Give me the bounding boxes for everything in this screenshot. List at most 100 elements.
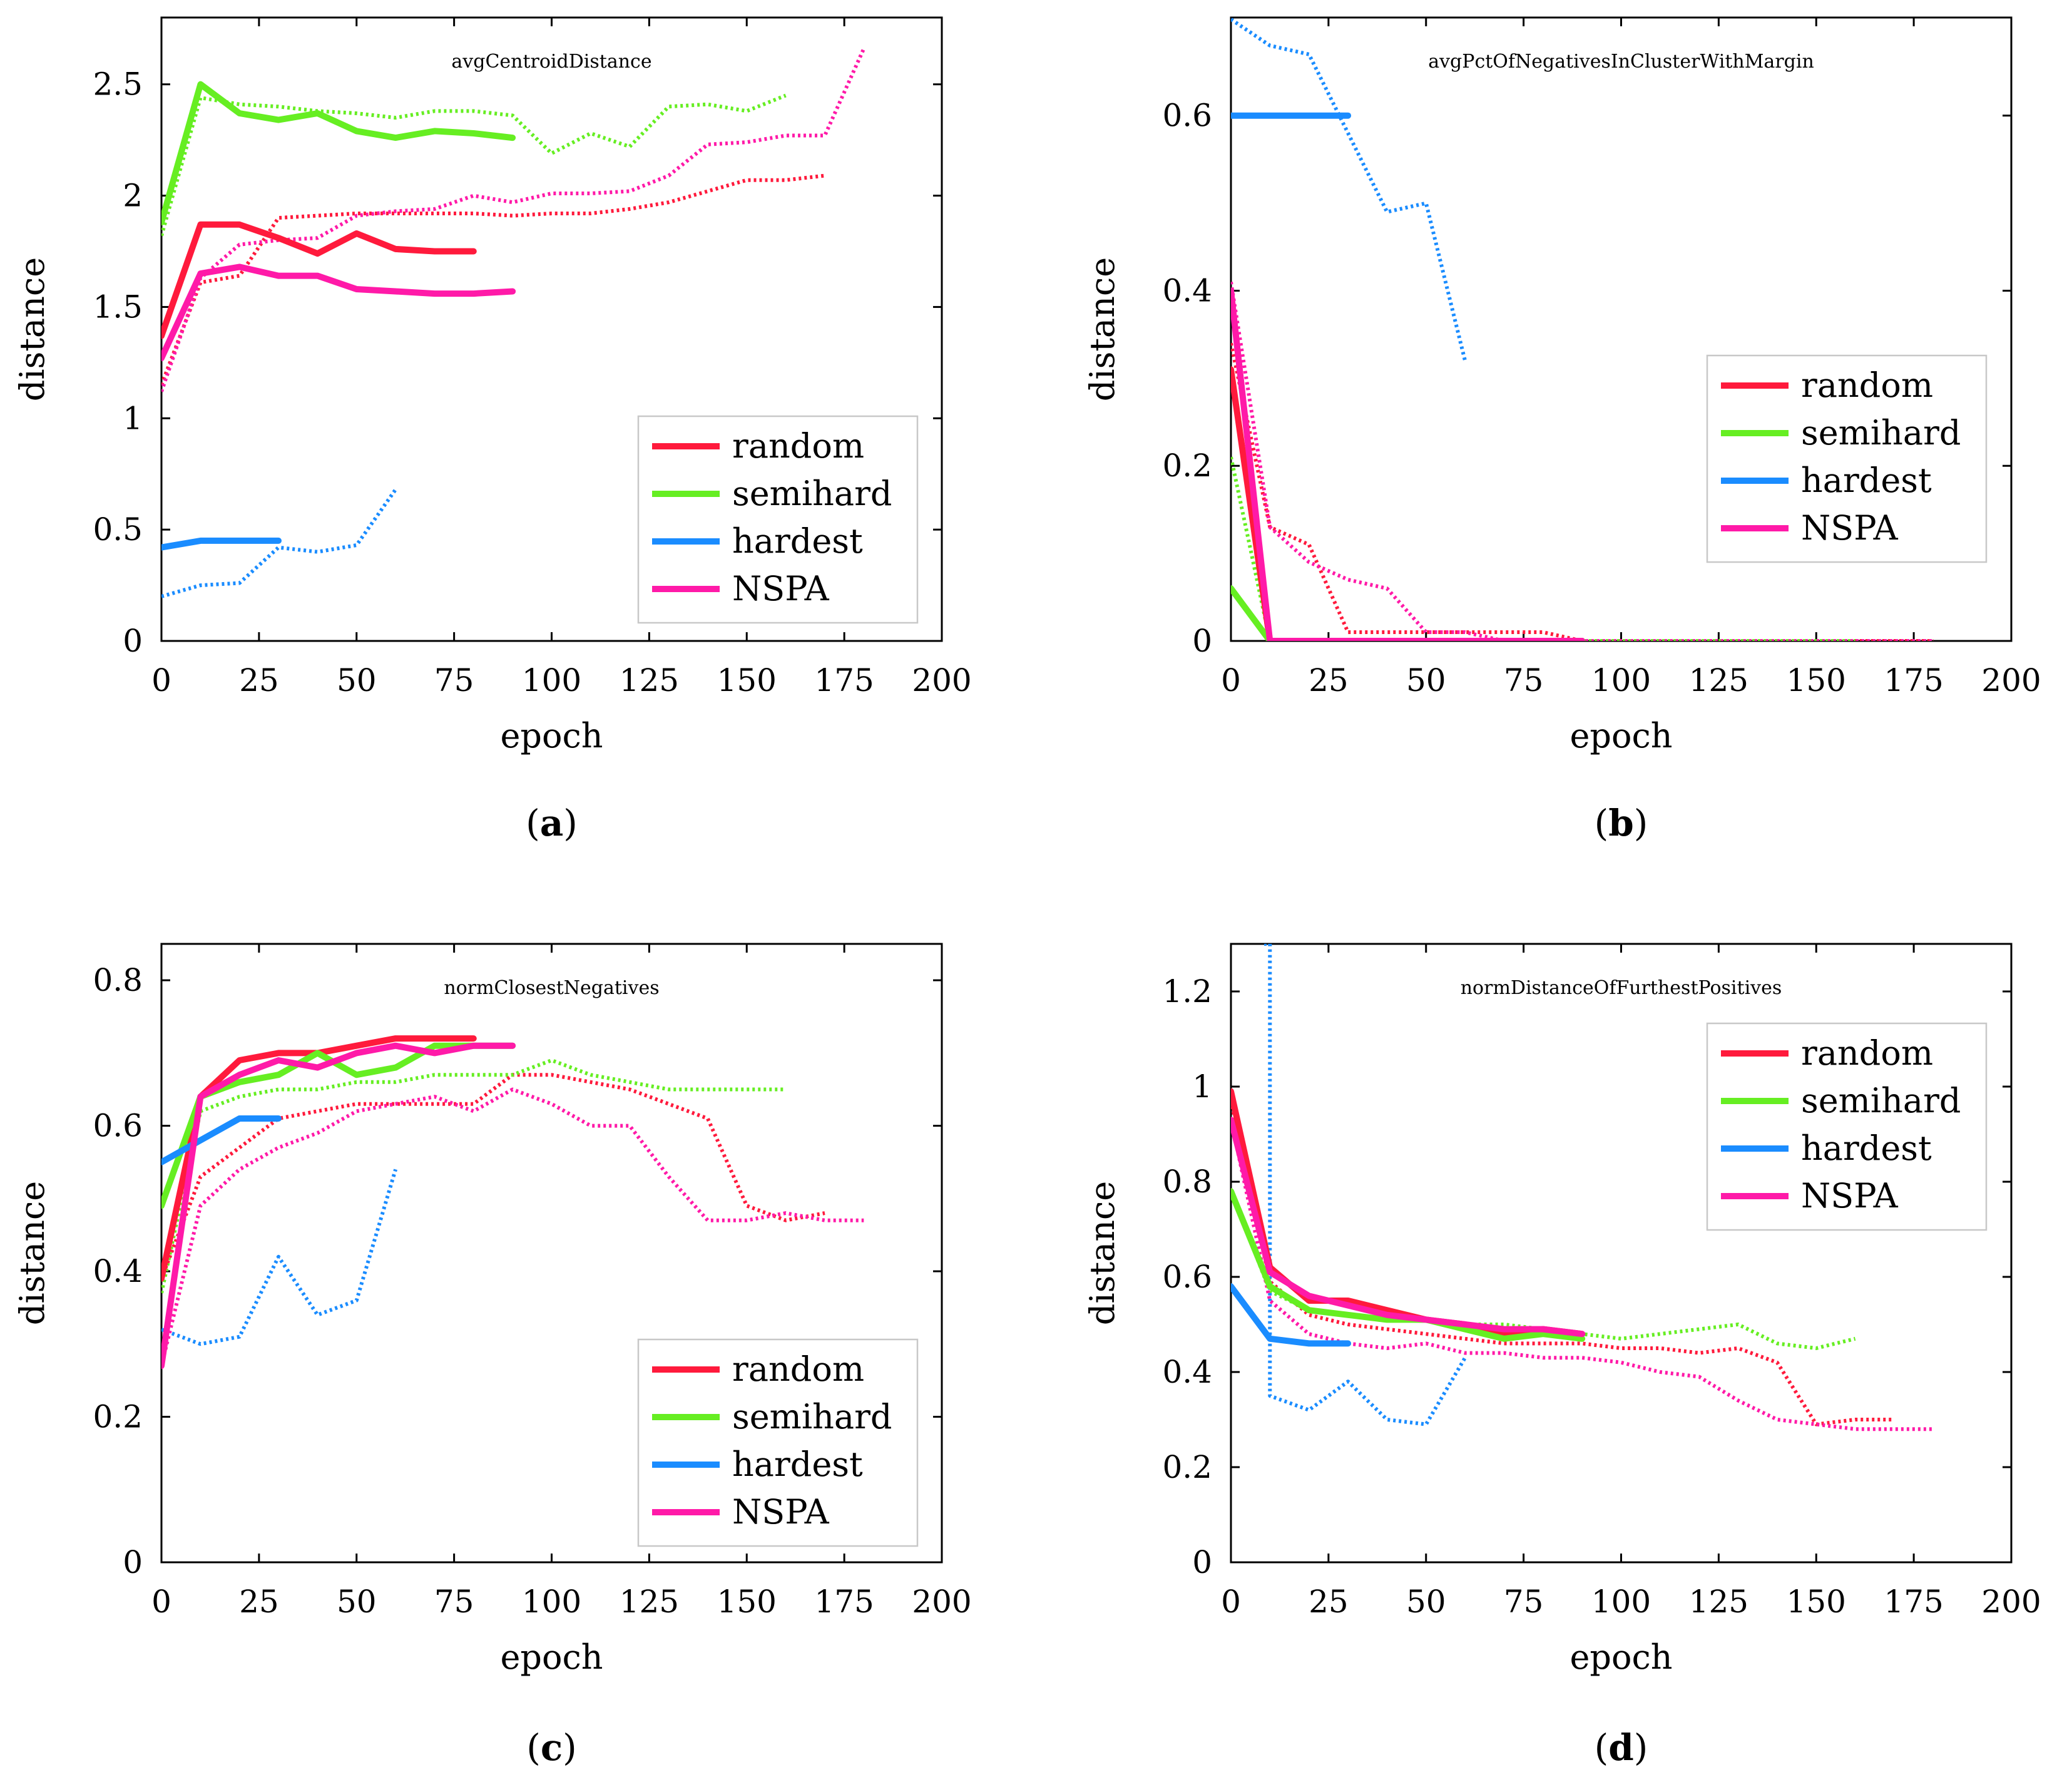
legend-label-NSPA: NSPA — [1801, 508, 1899, 548]
x-tick-label: 50 — [1406, 1584, 1446, 1620]
y-tick-label: 2 — [123, 178, 143, 214]
x-tick-label: 200 — [912, 662, 971, 699]
series-line-hardest-solid — [161, 537, 282, 551]
x-tick-label: 175 — [814, 662, 874, 699]
series-line-semihard-dotted — [161, 93, 787, 237]
y-tick-label: 0.4 — [93, 1253, 143, 1289]
y-tick-label: 1 — [123, 400, 143, 436]
panel-a: 0 25 50 75 100 125 150 175 200 0 0.5 1 1.5 2 2.5 epoch d… — [13, 16, 972, 844]
chart-title: avgPctOfNegativesInClusterWithMargin — [1428, 51, 1814, 73]
y-tick-label: 0.4 — [1162, 272, 1212, 309]
caption-letter: d — [1608, 1726, 1634, 1769]
panel-caption: (d) — [1595, 1726, 1648, 1769]
x-tick-label: 150 — [1787, 1584, 1846, 1620]
series-line-NSPA-solid — [161, 1042, 516, 1370]
y-tick-label: 1.2 — [1162, 973, 1212, 1010]
series-line-NSPA-solid — [1231, 287, 1586, 641]
series-line-NSPA-solid — [161, 264, 516, 362]
y-tick-label: 0.8 — [1162, 1164, 1212, 1200]
y-tick-label: 0 — [123, 1544, 143, 1580]
legend-label-NSPA: NSPA — [732, 1492, 830, 1532]
y-tick-label: 0.2 — [1162, 1449, 1212, 1485]
legend-label-semihard: semihard — [1801, 413, 1961, 453]
y-tick-label: 0 — [123, 623, 143, 659]
caption-open: ( — [526, 802, 540, 844]
series-line-NSPA-dotted — [161, 48, 866, 392]
y-tick-label: 0.6 — [1162, 98, 1212, 134]
x-tick-label: 125 — [1689, 662, 1748, 699]
y-axis-label: distance — [13, 257, 52, 401]
y-axis-label: distance — [13, 1181, 52, 1325]
caption-close: ) — [563, 1726, 577, 1769]
series-line-semihard-solid — [161, 1042, 516, 1209]
series-line-hardest-dotted — [161, 488, 397, 598]
panel-c: 0 25 50 75 100 125 150 175 200 0 0.2 0.4 0.6 0.8 epoch… — [13, 943, 972, 1769]
x-tick-label: 100 — [1591, 1584, 1651, 1620]
x-tick-label: 100 — [522, 1584, 581, 1620]
chart-title: normClosestNegatives — [444, 977, 659, 999]
y-tick-label: 0.6 — [93, 1108, 143, 1144]
x-tick-label: 125 — [620, 1584, 679, 1620]
x-tick-label: 25 — [239, 662, 279, 699]
y-tick-label: 1.5 — [93, 289, 143, 325]
legend-label-random: random — [732, 426, 864, 466]
x-tick-label: 25 — [239, 1584, 279, 1620]
legend: random semihard hardest NSPA — [1706, 354, 1988, 563]
chart-title: normDistanceOfFurthestPositives — [1461, 977, 1782, 999]
y-tick-label: 0.8 — [93, 962, 143, 998]
x-tick-label: 0 — [151, 662, 171, 699]
series-line-NSPA-dotted — [161, 1087, 864, 1366]
x-axis-label: epoch — [500, 716, 603, 755]
y-axis-label: distance — [1083, 1181, 1122, 1325]
legend-label-random: random — [1801, 366, 1933, 405]
series-line-hardest-dotted — [1231, 18, 1467, 362]
x-tick-label: 0 — [151, 1584, 171, 1620]
y-tick-label: 2.5 — [93, 66, 143, 103]
series-line-random-dotted — [1231, 1100, 1894, 1426]
panel-caption: (c) — [526, 1726, 577, 1769]
panel-caption: (a) — [526, 802, 578, 844]
x-tick-label: 25 — [1309, 1584, 1349, 1620]
y-tick-label: 0.4 — [1162, 1354, 1212, 1390]
y-tick-label: 0 — [1192, 623, 1212, 659]
panel-d: 0 25 50 75 100 125 150 175 200 0 0.2 0.4 0.6 0.8 1 1.2 e… — [1083, 943, 2041, 1769]
x-tick-label: 75 — [434, 662, 474, 699]
caption-close: ) — [1634, 1726, 1648, 1769]
x-tick-label: 150 — [1787, 662, 1846, 699]
x-tick-label: 100 — [522, 662, 581, 699]
series-line-random-dotted — [161, 173, 825, 386]
x-tick-label: 125 — [1689, 1584, 1748, 1620]
x-tick-label: 150 — [717, 1584, 777, 1620]
legend-label-semihard: semihard — [732, 1397, 892, 1436]
legend-label-hardest: hardest — [732, 1445, 863, 1484]
legend-label-NSPA: NSPA — [1801, 1176, 1899, 1216]
legend-label-hardest: hardest — [1801, 461, 1932, 500]
caption-close: ) — [1634, 802, 1648, 844]
x-tick-label: 150 — [717, 662, 777, 699]
legend-label-semihard: semihard — [1801, 1081, 1961, 1120]
series-line-random-solid — [1231, 366, 1586, 641]
panel-caption: (b) — [1595, 802, 1648, 844]
y-tick-label: 0.6 — [1162, 1259, 1212, 1295]
caption-letter: c — [541, 1726, 563, 1769]
series-line-NSPA-solid — [1231, 1117, 1586, 1338]
series-line-semihard-solid — [161, 81, 516, 226]
series-line-hardest-solid — [1231, 1283, 1352, 1347]
x-tick-label: 50 — [1406, 662, 1446, 699]
series-line-hardest-dotted — [161, 1169, 397, 1346]
x-tick-label: 200 — [1981, 1584, 2041, 1620]
x-tick-label: 175 — [814, 1584, 874, 1620]
y-axis-label: distance — [1083, 257, 1122, 401]
x-tick-label: 25 — [1309, 662, 1349, 699]
legend-label-hardest: hardest — [732, 521, 863, 561]
series-line-semihard-dotted — [161, 1058, 786, 1294]
x-axis-label: epoch — [500, 1637, 603, 1677]
x-tick-label: 200 — [1981, 662, 2041, 699]
legend-label-semihard: semihard — [732, 474, 892, 513]
legend-label-hardest: hardest — [1801, 1129, 1932, 1168]
y-tick-label: 0.2 — [1162, 448, 1212, 484]
series-line-random-solid — [161, 221, 477, 339]
caption-open: ( — [1595, 802, 1609, 844]
caption-letter: a — [540, 802, 564, 844]
